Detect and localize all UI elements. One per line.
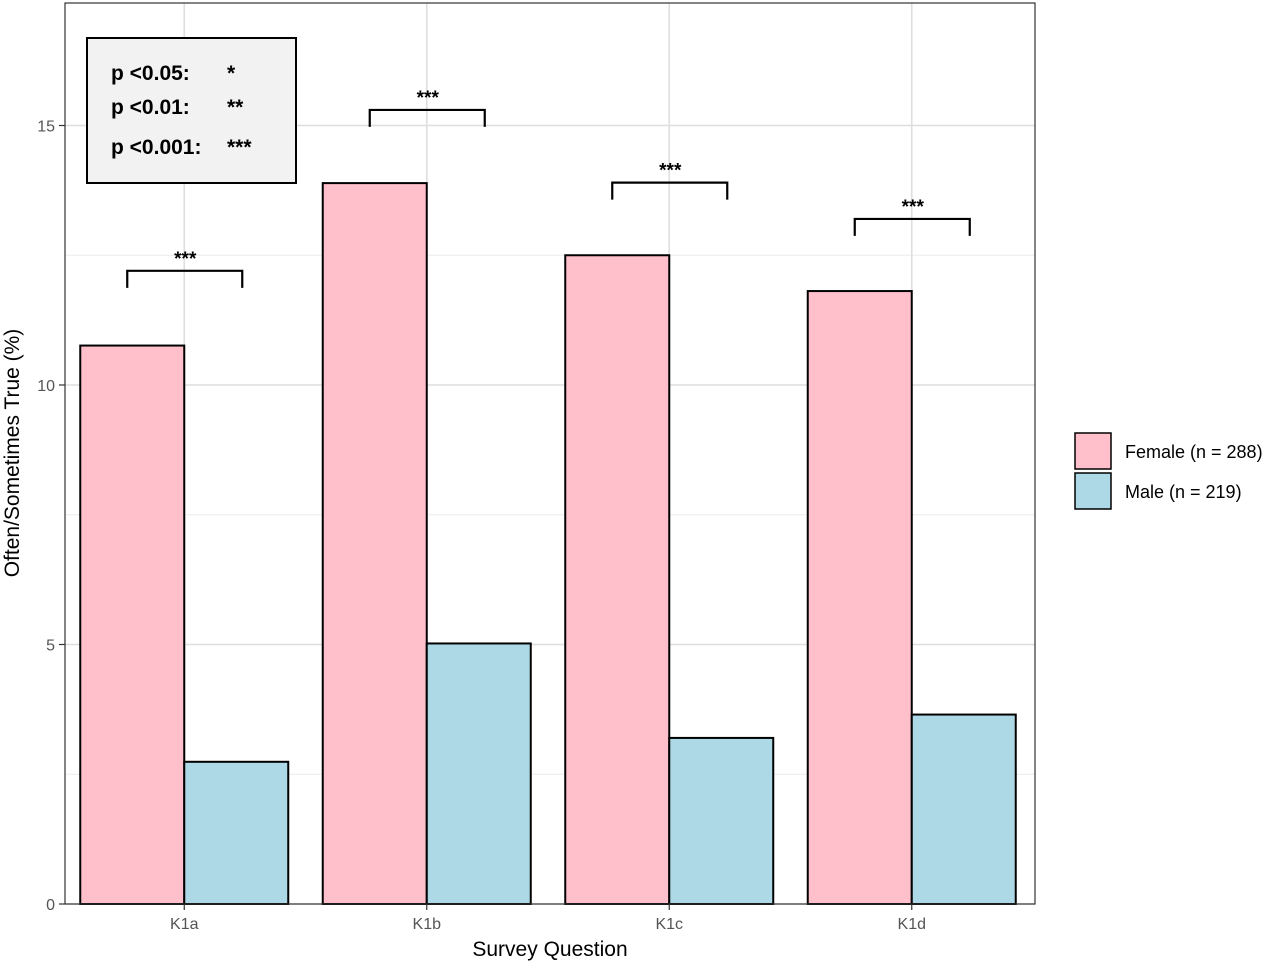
legend: Female (n = 288) Male (n = 219) xyxy=(1074,432,1263,510)
legend-swatch-male xyxy=(1074,472,1112,510)
significance-bracket-k1a xyxy=(126,269,244,288)
key-stars-p001: *** xyxy=(227,136,252,159)
x-tick-label: K1c xyxy=(655,916,683,933)
y-axis: 0 5 10 15 xyxy=(37,119,65,914)
significance-label-k1b: *** xyxy=(417,88,440,109)
x-tick-label: K1d xyxy=(898,916,926,933)
significance-key-box: p <0.05: * p <0.01: ** p <0.001: *** xyxy=(86,37,297,184)
legend-label-male: Male (n = 219) xyxy=(1125,482,1242,502)
significance-label-k1d: *** xyxy=(902,197,925,218)
significance-key-frame xyxy=(86,37,297,184)
key-label-p05: p <0.05: xyxy=(111,62,190,85)
key-label-p001: p <0.001: xyxy=(111,136,201,159)
y-tick-label: 15 xyxy=(37,119,55,136)
y-tick-label: 5 xyxy=(46,638,55,655)
bar-male-k1d xyxy=(910,713,1017,905)
key-label-p01: p <0.01: xyxy=(111,96,190,119)
plot-border xyxy=(64,2,1036,905)
significance-brackets: *** *** *** *** xyxy=(126,88,971,288)
bar-male-k1b xyxy=(425,642,532,905)
bar-male-k1c xyxy=(668,736,775,905)
x-axis: K1a K1b K1c K1d xyxy=(170,904,926,933)
significance-label-k1c: *** xyxy=(659,161,682,182)
y-axis-title: Often/Sometimes True (%) xyxy=(1,329,24,578)
y-tick-label: 0 xyxy=(46,897,55,914)
bar-female-k1b xyxy=(321,182,428,905)
significance-label-k1a: *** xyxy=(174,249,197,270)
significance-bracket-k1c xyxy=(611,181,729,200)
legend-swatch-female xyxy=(1074,432,1112,470)
bar-female-k1c xyxy=(564,254,671,905)
key-stars-p05: * xyxy=(227,62,236,85)
x-axis-title: Survey Question xyxy=(472,938,627,961)
significance-bracket-k1b xyxy=(368,108,486,127)
significance-bracket-k1d xyxy=(853,217,971,236)
bar-male-k1a xyxy=(183,760,290,905)
key-stars-p01: ** xyxy=(227,96,244,119)
bar-female-k1d xyxy=(806,290,913,906)
y-tick-label: 10 xyxy=(37,378,55,395)
bars xyxy=(79,182,1017,906)
legend-label-female: Female (n = 288) xyxy=(1125,442,1263,462)
x-tick-label: K1b xyxy=(413,916,442,933)
x-tick-label: K1a xyxy=(170,916,199,933)
bar-female-k1a xyxy=(79,344,186,905)
